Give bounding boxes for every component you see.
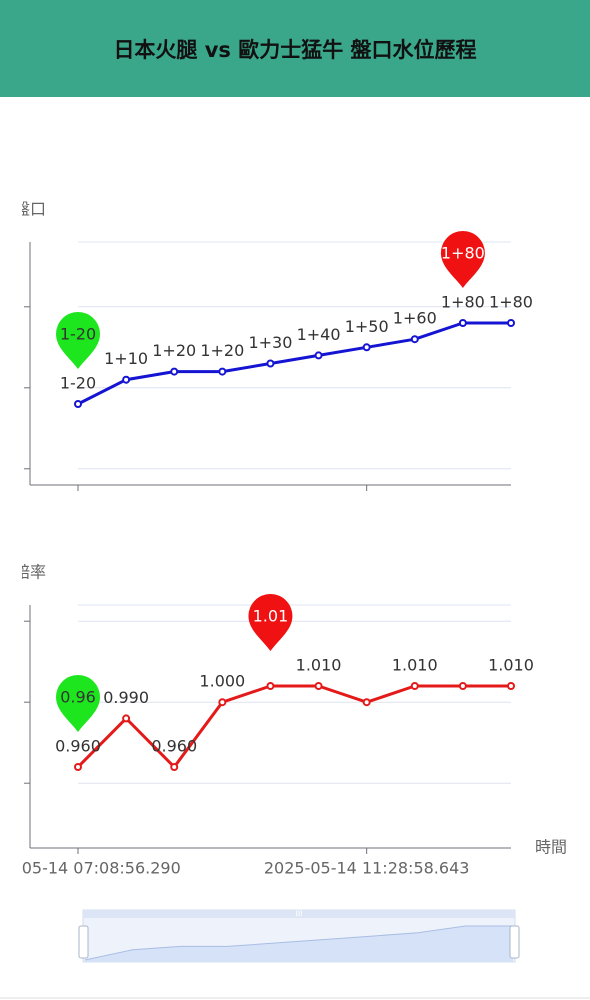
data-label: 1-20 <box>60 374 96 393</box>
zoom-preview <box>84 925 513 962</box>
point <box>122 714 131 723</box>
pin-label: 0.96 <box>60 688 96 707</box>
zoom-area <box>85 926 513 962</box>
point <box>218 698 227 707</box>
series-line <box>77 321 511 406</box>
point <box>362 698 371 707</box>
point <box>218 367 227 376</box>
data-label: 1+40 <box>297 325 341 344</box>
point <box>170 763 179 771</box>
data-label: 1.010 <box>296 656 342 675</box>
point <box>362 343 371 352</box>
point <box>458 682 467 690</box>
data-label: 1+80 <box>489 293 533 312</box>
zoom-handle[interactable] <box>509 925 520 959</box>
data-label: 1+30 <box>248 333 292 352</box>
data-label: 0.960 <box>55 737 101 756</box>
chart-area: 盤口1-201+10 1+20 1+20 1+30 1+40 1+50 1+601+80 1+… <box>0 200 567 878</box>
data-label: 1.010 <box>392 656 438 675</box>
data-label: 1.010 <box>488 656 534 675</box>
point <box>314 682 323 690</box>
pin-label: 1+80 <box>441 244 485 263</box>
zoom-bar <box>83 910 515 918</box>
point <box>122 375 131 384</box>
data-label: 0.990 <box>103 688 149 707</box>
x-axis-title: 時間 <box>535 838 567 857</box>
series-line <box>76 684 511 769</box>
x-tick-label: 2025-05-14 07:08:56.290 <box>0 859 181 878</box>
data-label: 1+20 <box>152 341 196 360</box>
x-tick-label: 2025-05-14 11:28:58.643 <box>264 859 470 878</box>
y-axis-title: 盤口 <box>14 200 46 219</box>
header: 日本火腿 vs 歐力士猛牛 盤口水位歷程 <box>0 0 590 97</box>
point <box>507 682 515 690</box>
point <box>266 682 275 690</box>
point <box>410 335 419 344</box>
point <box>74 763 82 771</box>
pin-max <box>440 231 485 288</box>
point <box>507 319 515 327</box>
pin-max <box>248 593 293 651</box>
pin-label: 1-20 <box>60 325 96 344</box>
point <box>266 359 275 368</box>
pin-min <box>56 675 100 732</box>
data-label: 0.960 <box>151 737 197 756</box>
y-axis-title: 賠率 <box>14 563 46 582</box>
zoom-line <box>84 925 513 961</box>
point <box>170 367 179 376</box>
point <box>410 682 419 690</box>
pin-label: 1.01 <box>253 607 289 626</box>
data-label: 1.000 <box>199 672 245 691</box>
page-title: 日本火腿 vs 歐力士猛牛 盤口水位歷程 <box>113 37 477 62</box>
pin-min <box>56 312 100 369</box>
zoom-handle[interactable] <box>78 925 89 959</box>
data-label: 1+50 <box>345 317 389 336</box>
point <box>74 400 82 408</box>
data-label: 1+10 <box>104 349 148 368</box>
data-label: 1+60 <box>393 309 437 328</box>
point <box>314 351 323 360</box>
data-label: 1+20 <box>200 341 244 360</box>
zoom-grip: III <box>295 910 302 919</box>
data-label: 1+80 <box>441 293 485 312</box>
point <box>458 319 467 327</box>
